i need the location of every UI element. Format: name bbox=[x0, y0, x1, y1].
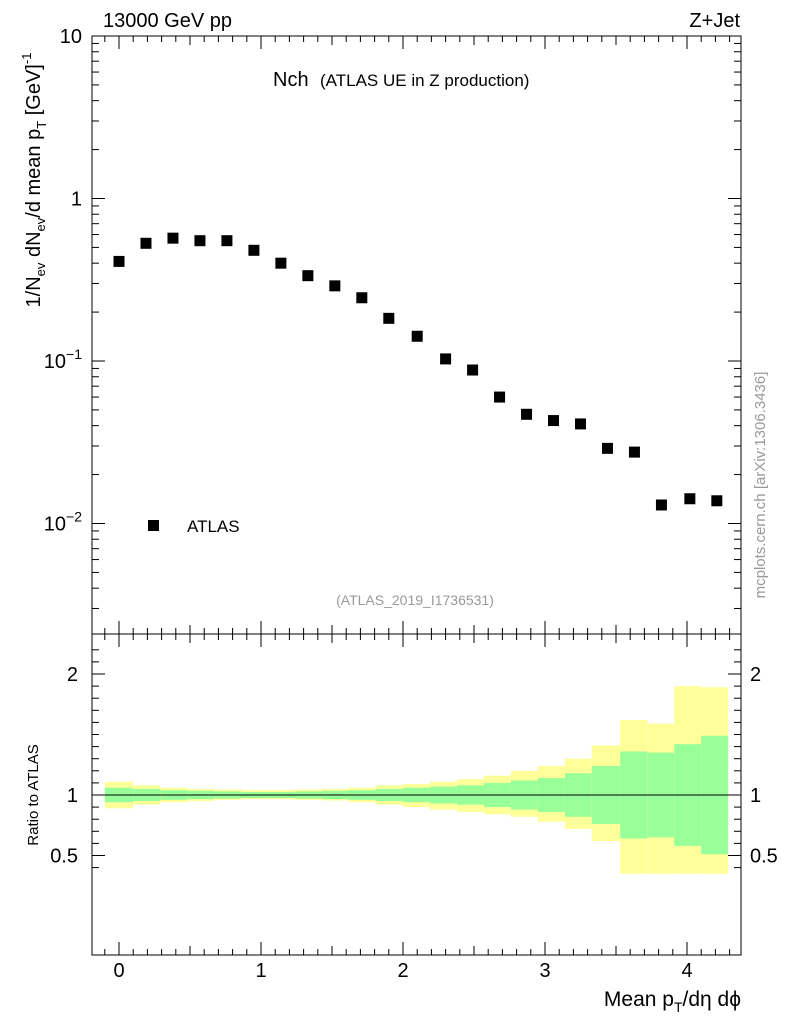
header-energy-label: 13000 GeV pp bbox=[103, 10, 232, 32]
data-point bbox=[383, 312, 395, 324]
ratio-y-tick-label-left: 2 bbox=[67, 664, 78, 686]
data-point bbox=[329, 280, 341, 292]
data-point bbox=[113, 255, 125, 267]
data-point bbox=[275, 257, 287, 269]
x-tick-labels: 0 1 2 3 4 bbox=[113, 960, 692, 982]
data-point bbox=[521, 408, 533, 420]
data-point bbox=[194, 235, 206, 247]
y-tick-label: 10−2 bbox=[44, 509, 82, 536]
x-tick-label: 4 bbox=[681, 960, 692, 982]
top-y-tick-labels: 10−2 10−1 1 10 bbox=[44, 26, 82, 536]
data-point bbox=[548, 415, 560, 427]
data-point bbox=[140, 237, 152, 249]
legend-label: ATLAS bbox=[187, 517, 240, 536]
data-point bbox=[655, 499, 667, 511]
data-point bbox=[167, 232, 179, 244]
ratio-y-tick-label-left: 0.5 bbox=[50, 846, 78, 868]
bottom-frame bbox=[91, 633, 742, 956]
bottom-y-axis-title: Ratio to ATLAS bbox=[25, 744, 42, 845]
data-point bbox=[440, 353, 452, 365]
plot-title-main: Nch bbox=[273, 69, 309, 91]
data-point bbox=[575, 418, 586, 430]
data-point bbox=[248, 244, 260, 256]
top-y-axis-title: 1/Nev dNev/d mean pT [GeV]-1 bbox=[19, 53, 49, 308]
x-tick-label: 2 bbox=[397, 960, 408, 982]
analysis-id-label: (ATLAS_2019_I1736531) bbox=[336, 592, 494, 608]
header-process-label: Z+Jet bbox=[689, 10, 740, 32]
top-ticks bbox=[92, 35, 741, 634]
data-point bbox=[601, 442, 613, 454]
y-tick-label: 1 bbox=[71, 189, 82, 211]
side-source-label: mcplots.cern.ch [arXiv:1306.3436] bbox=[752, 372, 769, 599]
top-markers bbox=[113, 232, 723, 511]
data-point bbox=[411, 330, 423, 342]
data-point bbox=[221, 235, 233, 247]
x-tick-label: 1 bbox=[255, 960, 266, 982]
plot-title-sub: (ATLAS UE in Z production) bbox=[320, 71, 529, 90]
ratio-y-tick-label-left: 1 bbox=[67, 785, 78, 807]
bottom-y-tick-labels: 0.5 0.5 1 1 2 2 bbox=[50, 664, 778, 868]
data-point bbox=[684, 493, 696, 505]
data-point bbox=[711, 495, 723, 507]
ratio-y-tick-label-right: 0.5 bbox=[750, 846, 778, 868]
x-axis-title: Mean pT/dη dϕ bbox=[604, 988, 741, 1015]
y-tick-label: 10−1 bbox=[44, 346, 82, 373]
y-tick-label: 10 bbox=[60, 26, 82, 48]
data-point bbox=[494, 391, 506, 403]
bottom-panel: 0.5 0.5 1 1 2 2 Ratio to ATLAS 0 1 2 3 4 Mean pT/… bbox=[25, 633, 778, 1015]
data-point bbox=[467, 364, 479, 376]
x-tick-label: 3 bbox=[539, 960, 550, 982]
data-point bbox=[628, 446, 640, 458]
top-panel: Nch (ATLAS UE in Z production) (ATLAS_20… bbox=[19, 26, 742, 635]
ratio-y-tick-label-right: 1 bbox=[750, 785, 761, 807]
data-point bbox=[302, 270, 314, 282]
bottom-ticks bbox=[92, 634, 741, 955]
data-point bbox=[356, 292, 368, 304]
ratio-y-tick-label-right: 2 bbox=[750, 664, 761, 686]
bottom-bands bbox=[104, 686, 729, 874]
legend-marker bbox=[148, 520, 159, 531]
x-tick-label: 0 bbox=[113, 960, 124, 982]
